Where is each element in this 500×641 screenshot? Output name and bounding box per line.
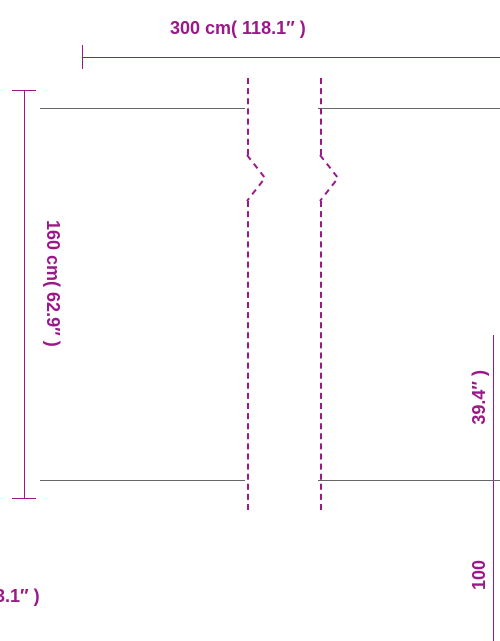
break-line-right-upper <box>320 78 322 155</box>
right-dimension-label: 39.4″ ) <box>469 370 490 425</box>
left-dimension-tick-bottom <box>12 498 36 499</box>
dimension-diagram: 300 cm( 118.1″ ) 160 cm( 62.9″ ) 39.4″ ) 10… <box>0 0 500 641</box>
left-dimension-line <box>24 90 25 498</box>
break-notch-left <box>245 155 271 201</box>
top-dimension-tick-left <box>82 45 83 69</box>
outline-bottom-right <box>318 480 500 481</box>
top-dimension-line <box>82 57 500 58</box>
outline-top-right <box>318 108 500 109</box>
break-line-left-lower <box>247 201 249 510</box>
break-line-right-lower <box>320 201 322 510</box>
break-line-left-upper <box>247 78 249 155</box>
outline-top-left <box>40 108 245 109</box>
right-dimension-line <box>493 335 494 641</box>
top-dimension-label: 300 cm( 118.1″ ) <box>170 18 306 39</box>
left-dimension-label: 160 cm( 62.9″ ) <box>42 220 63 347</box>
outline-bottom-left <box>40 480 245 481</box>
right-dimension-prefix: 100 <box>469 560 490 590</box>
bottom-fragment-label: 3.1″ ) <box>0 586 40 607</box>
break-notch-right <box>318 155 344 201</box>
left-dimension-tick-top <box>12 90 36 91</box>
